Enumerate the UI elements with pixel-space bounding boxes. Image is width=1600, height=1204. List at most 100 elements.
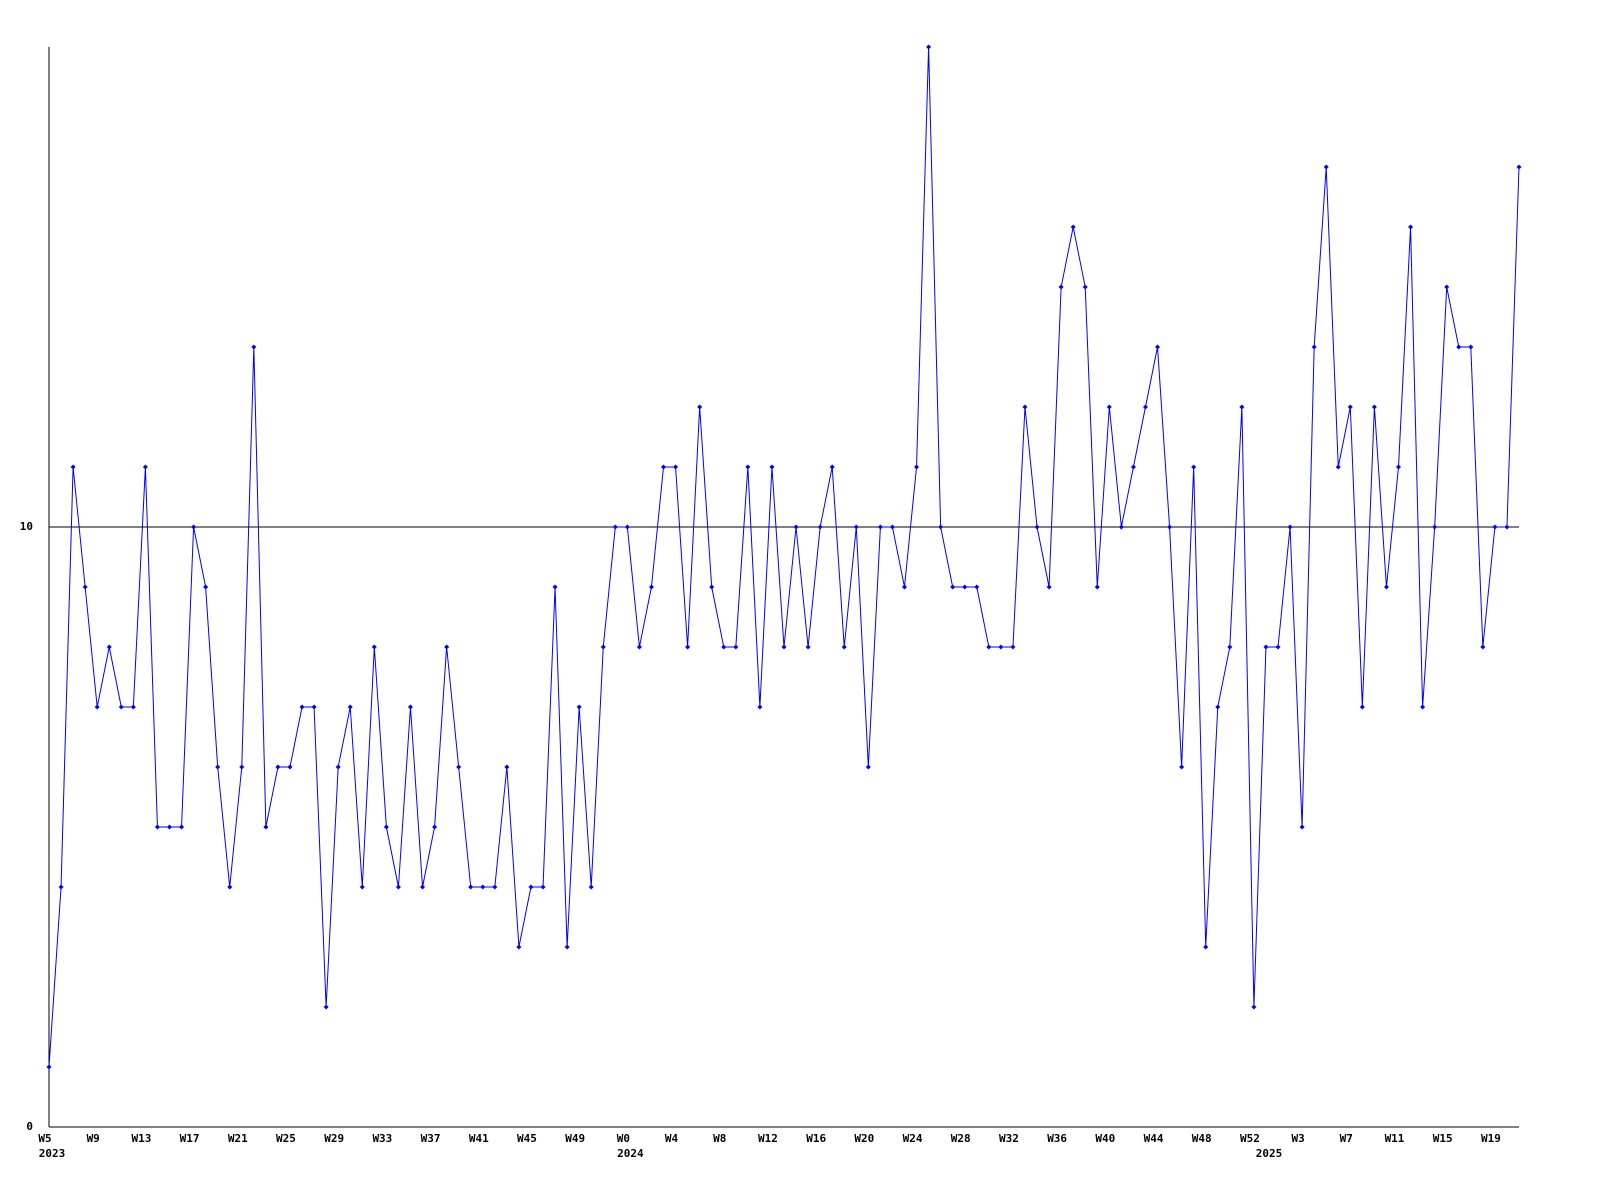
data-point <box>299 704 305 710</box>
data-point <box>130 704 136 710</box>
data-point <box>420 884 426 890</box>
data-point <box>938 524 944 530</box>
data-point <box>1371 404 1377 410</box>
data-point <box>612 524 618 530</box>
data-point <box>227 884 233 890</box>
data-point <box>1070 224 1076 230</box>
x-tick-label: W36 <box>1047 1132 1067 1145</box>
data-point <box>901 584 907 590</box>
data-point <box>721 644 727 650</box>
y-tick-label: 10 <box>20 520 33 533</box>
data-point <box>588 884 594 890</box>
data-point <box>1046 584 1052 590</box>
data-point <box>480 884 486 890</box>
x-tick-label: W20 <box>854 1132 874 1145</box>
data-point <box>974 584 980 590</box>
data-point <box>468 884 474 890</box>
data-point <box>1179 764 1185 770</box>
data-point <box>805 644 811 650</box>
data-point <box>1118 524 1124 530</box>
data-point <box>456 764 462 770</box>
x-tick-label: W24 <box>903 1132 923 1145</box>
x-tick-label: W40 <box>1095 1132 1115 1145</box>
data-point <box>1215 704 1221 710</box>
year-label: 2023 <box>39 1147 66 1160</box>
data-point <box>82 584 88 590</box>
data-point <box>58 884 64 890</box>
data-point <box>1094 584 1100 590</box>
data-point <box>528 884 534 890</box>
data-point <box>673 464 679 470</box>
data-point <box>251 344 257 350</box>
data-point <box>1492 524 1498 530</box>
data-point <box>154 824 160 830</box>
data-point <box>70 464 76 470</box>
data-point <box>1142 404 1148 410</box>
data-point <box>46 1064 52 1070</box>
data-point <box>709 584 715 590</box>
data-point <box>841 644 847 650</box>
data-point <box>793 524 799 530</box>
data-point <box>661 464 667 470</box>
x-tick-label: W25 <box>276 1132 296 1145</box>
data-point <box>1480 644 1486 650</box>
data-point <box>986 644 992 650</box>
data-point <box>1444 284 1450 290</box>
x-tick-label: W49 <box>565 1132 585 1145</box>
data-point <box>1022 404 1028 410</box>
data-point <box>865 764 871 770</box>
data-point <box>600 644 606 650</box>
data-point <box>359 884 365 890</box>
x-tick-label: W21 <box>228 1132 248 1145</box>
data-point <box>1516 164 1522 170</box>
data-point <box>817 524 823 530</box>
x-tick-label: W11 <box>1385 1132 1405 1145</box>
data-point <box>1396 464 1402 470</box>
data-point <box>914 464 920 470</box>
data-point <box>142 464 148 470</box>
data-point <box>203 584 209 590</box>
data-point <box>745 464 751 470</box>
data-point <box>239 764 245 770</box>
x-tick-label: W13 <box>131 1132 151 1145</box>
data-point <box>1408 224 1414 230</box>
x-tick-label: W45 <box>517 1132 537 1145</box>
data-point <box>311 704 317 710</box>
x-tick-label: W28 <box>951 1132 971 1145</box>
data-point <box>166 824 172 830</box>
data-point <box>1432 524 1438 530</box>
data-point <box>1504 524 1510 530</box>
data-point <box>323 1004 329 1010</box>
data-point <box>287 764 293 770</box>
y-tick-label: 0 <box>26 1120 33 1133</box>
data-point <box>1106 404 1112 410</box>
data-point <box>648 584 654 590</box>
data-point <box>636 644 642 650</box>
data-point <box>371 644 377 650</box>
x-tick-label: W3 <box>1291 1132 1304 1145</box>
data-point <box>1359 704 1365 710</box>
data-point <box>552 584 558 590</box>
data-point <box>432 824 438 830</box>
data-point <box>1335 464 1341 470</box>
data-point <box>998 644 1004 650</box>
x-tick-label: W12 <box>758 1132 778 1145</box>
x-tick-label: W8 <box>713 1132 726 1145</box>
x-tick-label: W29 <box>324 1132 344 1145</box>
data-point <box>769 464 775 470</box>
data-point <box>1155 344 1161 350</box>
data-point <box>275 764 281 770</box>
x-tick-label: W16 <box>806 1132 826 1145</box>
x-tick-label: W37 <box>421 1132 441 1145</box>
x-tick-label: W41 <box>469 1132 489 1145</box>
data-point <box>94 704 100 710</box>
data-point <box>106 644 112 650</box>
year-label: 2024 <box>617 1147 644 1160</box>
data-point <box>1191 464 1197 470</box>
data-point <box>263 824 269 830</box>
data-point <box>576 704 582 710</box>
x-tick-label: W33 <box>372 1132 392 1145</box>
data-point <box>1239 404 1245 410</box>
data-point <box>444 644 450 650</box>
